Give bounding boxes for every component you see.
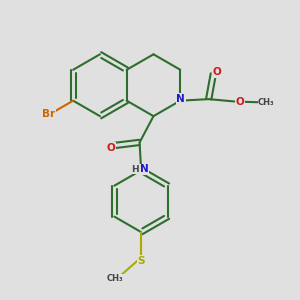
Text: H: H	[131, 164, 139, 173]
Text: N: N	[140, 164, 148, 174]
Text: S: S	[137, 256, 145, 266]
Text: Br: Br	[42, 109, 56, 119]
Text: O: O	[212, 67, 221, 77]
Text: CH₃: CH₃	[258, 98, 275, 107]
Text: CH₃: CH₃	[106, 274, 123, 284]
Text: O: O	[106, 143, 115, 153]
Text: O: O	[236, 97, 244, 106]
Text: N: N	[176, 94, 185, 103]
